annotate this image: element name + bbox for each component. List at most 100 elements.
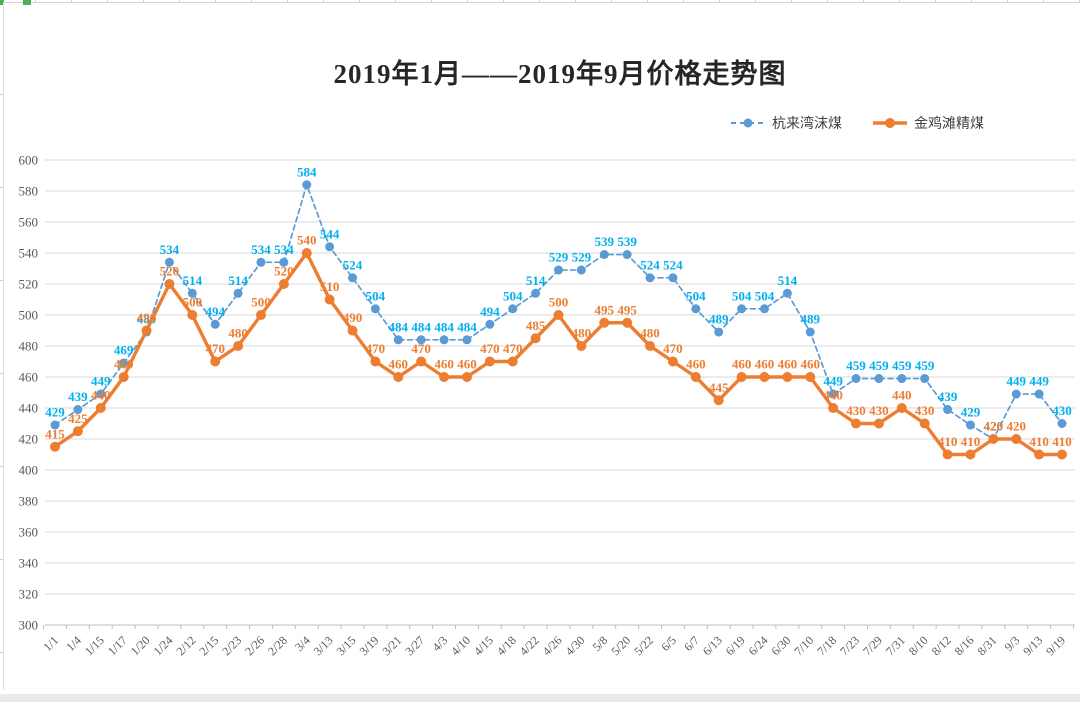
x-axis-label: 9/19	[1043, 633, 1068, 658]
legend-item-hanglaiwan[interactable]: 杭来湾沫煤	[730, 113, 842, 133]
data-point-marker	[576, 265, 586, 275]
data-value-label: 500	[183, 295, 203, 310]
x-axis-label: 7/10	[791, 633, 816, 658]
x-axis-label: 1/4	[63, 633, 84, 654]
data-point-marker	[943, 405, 953, 415]
data-value-label: 514	[183, 273, 203, 288]
data-point-marker	[210, 319, 220, 329]
data-value-label: 520	[274, 264, 294, 279]
data-point-marker	[668, 273, 678, 283]
data-point-marker	[713, 395, 724, 406]
x-axis-label: 6/24	[746, 633, 771, 658]
data-point-marker	[508, 304, 518, 314]
data-value-label: 504	[755, 288, 775, 303]
x-axis-label: 7/18	[814, 633, 839, 658]
data-value-label: 470	[480, 341, 500, 356]
data-point-marker	[874, 374, 884, 384]
x-axis-label: 7/31	[883, 633, 908, 658]
y-axis-label: 400	[19, 463, 39, 478]
data-value-label: 460	[434, 357, 454, 372]
data-point-marker	[141, 325, 152, 336]
y-axis-label: 440	[19, 401, 39, 416]
dashed-line-marker-icon	[731, 118, 765, 128]
data-point-marker	[782, 288, 792, 298]
y-axis-label: 460	[19, 370, 39, 385]
data-value-label: 489	[709, 312, 729, 327]
x-axis-label: 3/4	[292, 633, 313, 654]
data-point-marker	[256, 257, 266, 267]
data-point-marker	[988, 434, 999, 444]
data-point-marker	[302, 180, 312, 190]
data-value-label: 490	[137, 310, 157, 325]
data-value-label: 449	[91, 374, 111, 389]
x-axis-label: 7/29	[860, 633, 885, 658]
y-axis-label: 520	[19, 277, 39, 292]
x-axis-label: 8/12	[929, 633, 954, 658]
data-point-marker	[393, 335, 403, 345]
legend-label: 杭来湾沫煤	[772, 117, 842, 132]
data-value-label: 504	[732, 288, 752, 303]
data-point-marker	[531, 288, 541, 298]
data-value-label: 524	[663, 257, 683, 272]
data-point-marker	[461, 372, 472, 382]
solid-line-marker-icon	[873, 118, 907, 128]
legend-item-jinjitan[interactable]: 金鸡滩精煤	[872, 113, 984, 133]
data-value-label: 420	[1006, 419, 1026, 434]
data-point-marker	[828, 403, 839, 413]
data-value-label: 460	[755, 357, 775, 372]
data-value-label: 460	[114, 357, 134, 372]
data-value-label: 520	[160, 264, 180, 279]
x-axis-label: 8/10	[906, 633, 931, 658]
data-point-marker	[690, 372, 701, 382]
data-value-label: 410	[1029, 434, 1049, 449]
data-point-marker	[576, 341, 587, 351]
data-value-label: 495	[617, 302, 637, 317]
x-axis-label: 5/22	[631, 633, 656, 658]
data-value-label: 504	[366, 288, 386, 303]
data-value-label: 440	[91, 388, 111, 403]
data-point-marker	[759, 304, 769, 314]
x-axis-label: 3/19	[357, 633, 382, 658]
data-value-label: 459	[846, 358, 866, 373]
data-value-label: 480	[228, 326, 248, 341]
data-point-marker	[622, 317, 633, 328]
data-value-label: 480	[572, 326, 592, 341]
data-value-label: 459	[869, 358, 889, 373]
data-value-label: 460	[778, 357, 798, 372]
data-value-label: 484	[389, 319, 409, 334]
x-axis-label: 9/3	[1002, 633, 1023, 654]
data-value-label: 420	[984, 419, 1004, 434]
data-value-label: 504	[686, 288, 706, 303]
x-axis-label: 4/3	[429, 633, 450, 654]
data-value-label: 420	[984, 419, 1004, 434]
data-value-label: 490	[343, 310, 363, 325]
data-value-label: 425	[68, 411, 88, 426]
data-value-label: 540	[297, 233, 317, 248]
chart-title: 2019年1月——2019年9月价格走势图	[333, 59, 787, 89]
data-point-marker	[72, 426, 83, 437]
data-value-label: 514	[228, 273, 248, 288]
data-value-label: 484	[411, 319, 431, 334]
data-value-label: 584	[297, 164, 317, 179]
data-value-label: 430	[915, 403, 935, 418]
data-point-marker	[873, 418, 884, 429]
data-point-marker	[164, 279, 175, 289]
data-value-label: 529	[572, 250, 592, 265]
x-axis-label: 1/17	[105, 633, 130, 658]
x-axis-label: 4/22	[517, 633, 542, 658]
data-point-marker	[553, 310, 564, 320]
x-axis-label: 1/15	[82, 633, 107, 658]
data-point-marker	[325, 242, 335, 252]
data-value-label: 504	[503, 288, 523, 303]
y-axis-label: 300	[19, 618, 39, 633]
data-value-label: 529	[549, 250, 569, 265]
data-point-marker	[279, 257, 289, 267]
data-value-label: 539	[617, 234, 637, 249]
y-axis-label: 320	[19, 587, 39, 602]
data-point-marker	[828, 389, 838, 399]
data-value-label: 429	[45, 405, 65, 420]
data-point-marker	[530, 333, 541, 344]
data-point-marker	[119, 358, 129, 368]
spreadsheet-column-ticks	[0, 0, 1080, 3]
